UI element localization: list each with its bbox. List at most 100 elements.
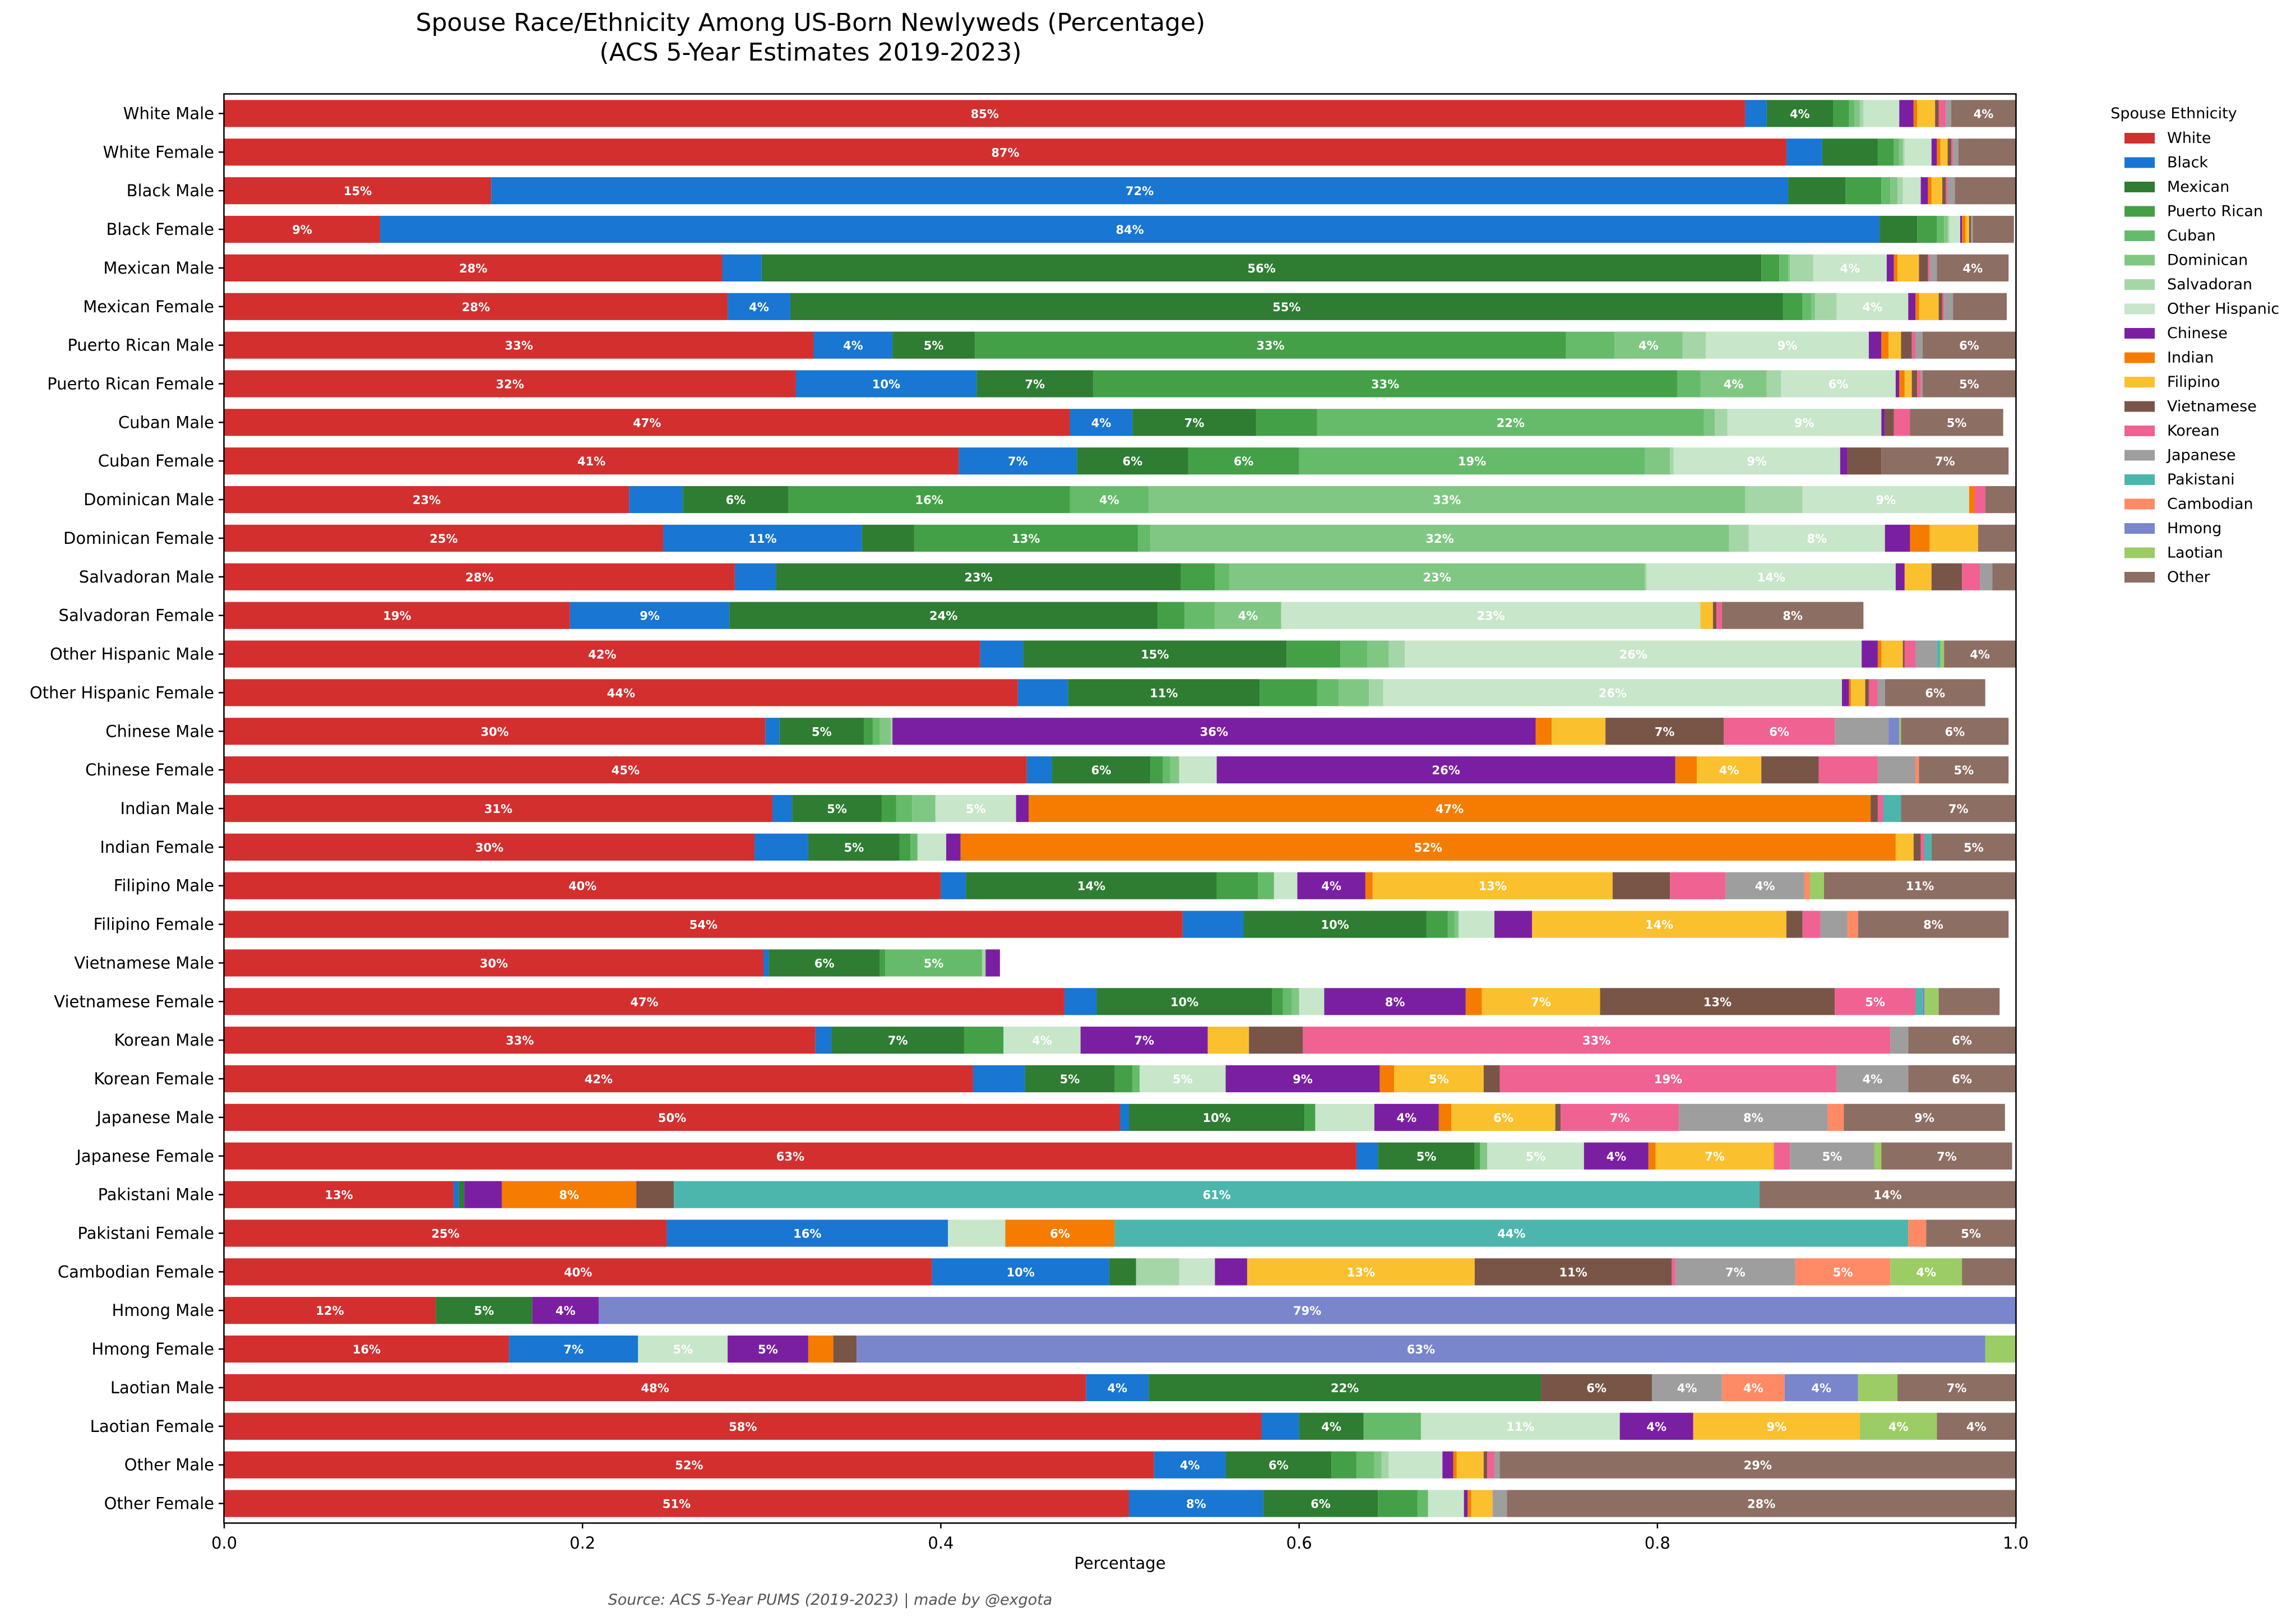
bar-value-label: 6%: [726, 493, 746, 507]
bar-segment-mexican: [769, 949, 880, 977]
bar-segment-korean: [1942, 293, 1945, 320]
bar-segment-other: [1922, 331, 2016, 359]
bar-segment-chinese: [1881, 409, 1885, 436]
bar-value-label: 4%: [1755, 880, 1775, 893]
bar-segment-puerto-rican: [1286, 640, 1341, 668]
bar-segment-puerto-rican: [879, 949, 886, 977]
bar-value-label: 8%: [1186, 1498, 1206, 1511]
bar-segment-korean: [1835, 988, 1916, 1015]
bar-segment-indian: [1915, 293, 1919, 320]
bar-segment-white: [224, 1297, 436, 1324]
bar-segment-indian: [1465, 988, 1482, 1015]
bar-segment-japanese: [1971, 215, 1973, 243]
bar-segment-korean: [1487, 1451, 1494, 1479]
bar-segment-puerto-rican: [1256, 409, 1317, 436]
bar-segment-other-hispanic: [1383, 679, 1842, 706]
bar-segment-dominican: [1150, 524, 1729, 552]
bar-segment-other-hispanic: [1802, 486, 1969, 514]
bar-segment-black: [1064, 988, 1097, 1015]
legend-label: Pakistani: [2167, 471, 2235, 488]
legend-label: Cambodian: [2167, 496, 2253, 513]
bar-value-label: 40%: [568, 880, 596, 893]
bar-segment-japanese: [1915, 331, 1923, 359]
bar-segment-white: [224, 833, 755, 861]
bar-segment-puerto-rican: [1304, 1103, 1316, 1131]
bar-segment-pakistani: [1937, 640, 1941, 668]
bar-value-label: 28%: [465, 571, 493, 584]
legend-swatch: [2124, 377, 2155, 387]
bar-segment-japanese: [1675, 1258, 1795, 1286]
bar-segment-white: [224, 447, 959, 475]
bar-segment-other: [1931, 833, 2016, 861]
bar-segment-japanese: [1835, 718, 1889, 745]
bar-value-label: 47%: [630, 995, 658, 1009]
bar-segment-indian: [1005, 1219, 1115, 1247]
category-labels: White Male White Female Black Male Black Fe…: [30, 104, 224, 1513]
bar-segment-chinese: [1885, 524, 1910, 552]
category-label: Cuban Male: [118, 413, 214, 432]
bar-value-label: 23%: [1423, 571, 1451, 584]
bar-value-label: 6%: [1234, 455, 1254, 468]
bar-value-label: 8%: [1743, 1111, 1763, 1125]
bar-segment-black: [509, 1336, 638, 1363]
bar-segment-black: [1261, 1412, 1299, 1440]
category-label: Other Hispanic Male: [50, 645, 214, 664]
bar-segment-black: [815, 1027, 832, 1054]
bar-segment-mexican: [729, 602, 1158, 629]
bar-segment-mexican: [862, 524, 914, 552]
bar-segment-japanese: [1494, 1451, 1500, 1479]
bar-value-label: 4%: [1888, 1420, 1909, 1434]
bar-segment-white: [224, 911, 1183, 938]
bar-segment-mexican: [1077, 447, 1188, 475]
bar-segment-korean: [1917, 370, 1921, 398]
bar-segment-other-hispanic: [1813, 254, 1887, 281]
bar-segment-salvadoran: [1897, 177, 1903, 205]
bar-value-label: 33%: [505, 339, 533, 353]
bar-segment-puerto-rican: [899, 833, 911, 861]
bar-segment-other-hispanic: [1487, 1142, 1584, 1170]
bar-value-label: 13%: [1704, 995, 1732, 1009]
bar-value-label: 7%: [1725, 1265, 1746, 1279]
bar-value-label: 14%: [1645, 918, 1673, 932]
bar-segment-other-hispanic: [1420, 1412, 1620, 1440]
bar-value-label: 10%: [1006, 1265, 1034, 1279]
bar-segment-salvadoran: [1766, 370, 1781, 398]
bar-value-label: 4%: [556, 1304, 576, 1318]
x-tick-label: 0.8: [1645, 1533, 1670, 1553]
bar-value-label: 4%: [1743, 1382, 1763, 1395]
bar-segment-dominican: [1215, 602, 1281, 629]
category-label: Vietnamese Male: [74, 953, 214, 972]
bar-segment-filipino: [1700, 602, 1713, 629]
bar-segment-dominican: [1170, 756, 1179, 784]
bar-segment-indian: [1849, 679, 1851, 706]
bar-segment-japanese: [1929, 254, 1937, 281]
bar-segment-indian: [1881, 331, 1889, 359]
bar-segment-other-hispanic: [1299, 988, 1325, 1015]
bar-value-label: 6%: [1493, 1111, 1513, 1125]
bar-segment-vietnamese: [1786, 911, 1803, 938]
bar-segment-hmong: [598, 1297, 2016, 1324]
bar-segment-cambodian: [1721, 1374, 1785, 1402]
bar-segment-chinese: [1895, 370, 1900, 398]
bar-value-label: 5%: [812, 725, 832, 738]
bar-segment-korean: [1716, 602, 1722, 629]
bar-value-label: 6%: [1829, 377, 1849, 391]
bar-segment-cambodian: [1915, 756, 1919, 784]
bar-value-label: 4%: [1238, 609, 1258, 623]
legend-item: Other Hispanic: [2124, 301, 2279, 318]
bar-segment-salvadoran: [1670, 447, 1674, 475]
bar-segment-other: [1844, 1103, 2005, 1131]
bar-segment-filipino: [1919, 293, 1939, 320]
bar-value-label: 26%: [1432, 764, 1460, 777]
bar-segment-chinese: [1920, 177, 1928, 205]
bar-segment-chinese: [892, 718, 1536, 745]
legend-title: Spouse Ethnicity: [2110, 105, 2237, 122]
bar-value-label: 19%: [383, 609, 411, 623]
bar-value-label: 7%: [563, 1343, 584, 1356]
legend-item: Filipino: [2124, 373, 2220, 391]
bar-segment-puerto-rican: [1331, 1451, 1357, 1479]
bar-segment-black: [1017, 679, 1068, 706]
bar-value-label: 5%: [474, 1304, 494, 1318]
bar-segment-other-hispanic: [638, 1336, 728, 1363]
bar-segment-other-hispanic: [1388, 1451, 1443, 1479]
